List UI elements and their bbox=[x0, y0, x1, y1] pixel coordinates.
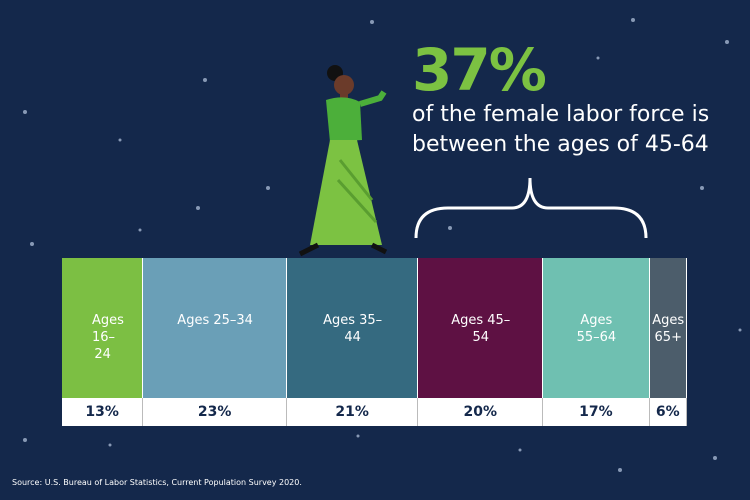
value-label: 13% bbox=[62, 398, 144, 426]
value-label: 21% bbox=[287, 398, 419, 426]
source: Source: U.S. Bureau of Labor Statistics,… bbox=[12, 478, 302, 487]
bar-segment bbox=[287, 258, 419, 398]
headline: 37% bbox=[412, 36, 547, 104]
stars bbox=[23, 18, 742, 472]
bar-segment bbox=[543, 258, 650, 398]
bar-segment bbox=[62, 258, 144, 398]
value-label: 23% bbox=[143, 398, 287, 426]
value-label: 17% bbox=[543, 398, 650, 426]
annotation: of the female labor force is between the… bbox=[412, 102, 710, 157]
woman-figure bbox=[298, 65, 388, 257]
bar-segment bbox=[649, 258, 687, 398]
value-label: 20% bbox=[418, 398, 544, 426]
category-label: Ages 16–24 bbox=[92, 313, 124, 362]
bar-segment bbox=[418, 258, 544, 398]
category-label: Ages 25–34 bbox=[177, 313, 253, 328]
category-label: Ages 55–64 bbox=[576, 313, 617, 345]
category-label: Ages 65+ bbox=[652, 313, 685, 345]
category-label: Ages 35–44 bbox=[323, 313, 383, 345]
value-label: 6% bbox=[649, 398, 687, 426]
stacked-bar: Ages 16–24 13% Ages 25–34 23% Ages 35–44 21% A… bbox=[62, 258, 687, 426]
brace bbox=[414, 177, 648, 239]
bar-segment bbox=[143, 258, 287, 398]
category-label: Ages 45–54 bbox=[451, 313, 511, 345]
